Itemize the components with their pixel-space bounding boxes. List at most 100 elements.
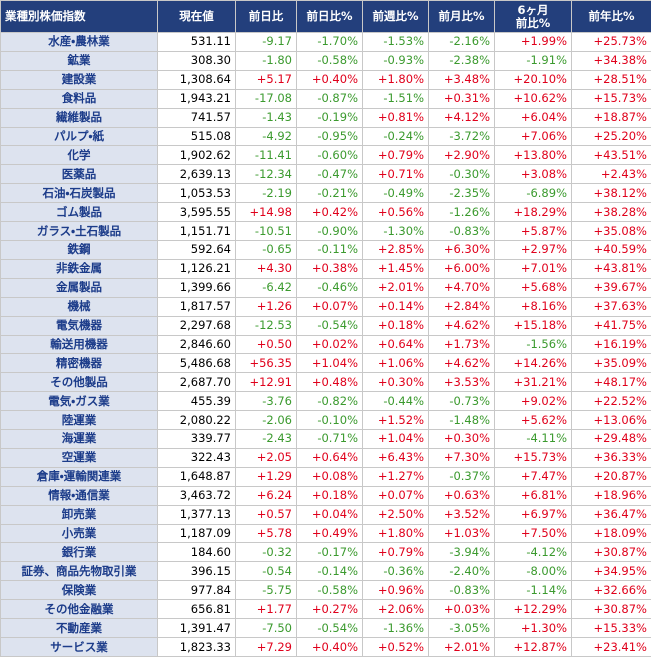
value-cell: 3,595.55 — [157, 202, 236, 223]
table-row: 金属製品 1,399.66 -6.42 -0.46% +2.01% +4.70% +5.68… — [0, 277, 651, 298]
value-cell: +2.06% — [362, 599, 429, 620]
value-cell: +1.06% — [362, 353, 429, 374]
value-cell: 1,126.21 — [157, 258, 236, 279]
value-cell: -0.71% — [296, 429, 363, 449]
value-cell: +0.49% — [296, 523, 363, 544]
value-cell: -0.54 — [235, 561, 297, 582]
value-cell: +1.45% — [362, 258, 429, 279]
table-row: 機械 1,817.57 +1.26 +0.07% +0.14% +2.84% +8.16% +… — [0, 296, 651, 317]
value-cell: +0.27% — [296, 599, 363, 620]
value-cell: -0.73% — [428, 391, 495, 412]
value-cell: +1.27% — [362, 466, 429, 487]
value-cell: -0.46% — [296, 277, 363, 298]
value-cell: -3.76 — [235, 391, 297, 412]
value-cell: +1.29 — [235, 466, 297, 487]
value-cell: -1.26% — [428, 202, 495, 223]
sector-name: 食料品 — [0, 88, 158, 109]
table-row: 化学 1,902.62 -11.41 -0.60% +0.79% +2.90% +13.80… — [0, 145, 651, 166]
table-row: 食料品 1,943.21 -17.08 -0.87% -1.51% +0.31% +10.6… — [0, 88, 651, 109]
value-cell: +28.51% — [571, 69, 651, 90]
value-cell: +22.52% — [571, 391, 651, 412]
column-header: 6ヶ月 前比% — [494, 0, 572, 33]
table-row: 証券、商品先物取引業 396.15 -0.54 -0.14% -0.36% -2.40% -… — [0, 561, 651, 582]
value-cell: +0.40% — [296, 69, 363, 90]
value-cell: +5.17 — [235, 69, 297, 90]
sector-name: 建設業 — [0, 69, 158, 90]
sector-name: 空運業 — [0, 447, 158, 468]
value-cell: -12.53 — [235, 315, 297, 336]
value-cell: -0.21% — [296, 183, 363, 204]
value-cell: +1.52% — [362, 410, 429, 431]
value-cell: 592.64 — [157, 239, 236, 260]
value-cell: 1,308.64 — [157, 69, 236, 90]
value-cell: -0.87% — [296, 88, 363, 109]
value-cell: +37.63% — [571, 296, 651, 317]
value-cell: +6.43% — [362, 447, 429, 468]
value-cell: 515.08 — [157, 126, 236, 147]
value-cell: -0.47% — [296, 164, 363, 185]
value-cell: 2,639.13 — [157, 164, 236, 185]
value-cell: -0.83% — [428, 580, 495, 601]
value-cell: 1,823.33 — [157, 637, 236, 657]
value-cell: +6.04% — [494, 107, 572, 128]
value-cell: +20.10% — [494, 69, 572, 90]
table-row: 電気・ガス業 455.39 -3.76 -0.82% -0.44% -0.73% +9.02… — [0, 391, 651, 412]
value-cell: +25.20% — [571, 126, 651, 147]
value-cell: +2.90% — [428, 145, 495, 166]
value-cell: +1.03% — [428, 523, 495, 544]
value-cell: -2.35% — [428, 183, 495, 204]
sector-name: 金属製品 — [0, 277, 158, 298]
value-cell: +40.59% — [571, 239, 651, 260]
sector-name: 鉱業 — [0, 50, 158, 71]
value-cell: -0.17% — [296, 542, 363, 563]
sector-name: 電気機器 — [0, 315, 158, 336]
value-cell: +1.04% — [362, 429, 429, 449]
value-cell: +5.68% — [494, 277, 572, 298]
table-row: 陸運業 2,080.22 -2.06 -0.10% +1.52% -1.48% +5.62%… — [0, 410, 651, 431]
value-cell: +13.80% — [494, 145, 572, 166]
value-cell: -0.24% — [362, 126, 429, 147]
sector-name: ガラス・土石製品 — [0, 221, 158, 241]
value-cell: 531.11 — [157, 32, 236, 52]
value-cell: +18.09% — [571, 523, 651, 544]
value-cell: +1.26 — [235, 296, 297, 317]
sector-name: ゴム製品 — [0, 202, 158, 223]
value-cell: +2.43% — [571, 164, 651, 185]
value-cell: +23.41% — [571, 637, 651, 657]
value-cell: -1.53% — [362, 32, 429, 52]
value-cell: 1,648.87 — [157, 466, 236, 487]
column-header: 前日比 — [235, 0, 297, 33]
value-cell: +0.48% — [296, 372, 363, 393]
column-header: 前月比% — [428, 0, 495, 33]
table-row: その他製品 2,687.70 +12.91 +0.48% +0.30% +3.53% +31… — [0, 372, 651, 393]
value-cell: -1.48% — [428, 410, 495, 431]
value-cell: -9.17 — [235, 32, 297, 52]
value-cell: +1.30% — [494, 618, 572, 638]
sector-name: 非鉄金属 — [0, 258, 158, 279]
value-cell: -2.06 — [235, 410, 297, 431]
value-cell: 1,151.71 — [157, 221, 236, 241]
value-cell: +7.06% — [494, 126, 572, 147]
value-cell: 2,687.70 — [157, 372, 236, 393]
value-cell: -1.36% — [362, 618, 429, 638]
value-cell: +0.57 — [235, 504, 297, 525]
value-cell: +4.62% — [428, 315, 495, 336]
table-row: 石油・石炭製品 1,053.53 -2.19 -0.21% -0.49% -2.35% -6… — [0, 183, 651, 204]
value-cell: +5.87% — [494, 221, 572, 241]
value-cell: 3,463.72 — [157, 485, 236, 506]
value-cell: -1.80 — [235, 50, 297, 71]
value-cell: +6.30% — [428, 239, 495, 260]
sector-name: 銀行業 — [0, 542, 158, 563]
value-cell: +3.52% — [428, 504, 495, 525]
value-cell: -1.43 — [235, 107, 297, 128]
value-cell: 455.39 — [157, 391, 236, 412]
table-row: ゴム製品 3,595.55 +14.98 +0.42% +0.56% -1.26% +18.… — [0, 202, 651, 223]
value-cell: +41.75% — [571, 315, 651, 336]
value-cell: +0.96% — [362, 580, 429, 601]
value-cell: +3.48% — [428, 69, 495, 90]
sector-name: 不動産業 — [0, 618, 158, 638]
value-cell: -3.72% — [428, 126, 495, 147]
value-cell: +30.87% — [571, 599, 651, 620]
value-cell: -2.38% — [428, 50, 495, 71]
